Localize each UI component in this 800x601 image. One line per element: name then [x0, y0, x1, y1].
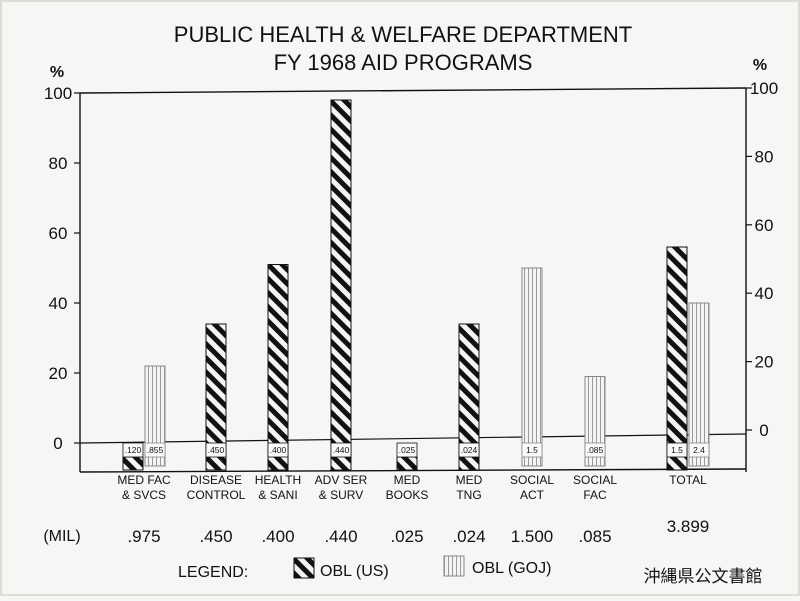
left-tick-label: 80 [49, 154, 68, 173]
mil-value: .025 [390, 527, 423, 546]
right-axis: 0 20 40 60 80 100 [746, 79, 778, 440]
right-axis-unit: % [753, 57, 767, 74]
bar-obl-goj [521, 267, 543, 467]
bar-value-box-us [122, 442, 144, 458]
bar-value-box-goj [521, 442, 543, 458]
legend: LEGEND: OBL (US) OBL (GOJ) [178, 555, 551, 581]
left-tick-label: 20 [49, 364, 68, 383]
bar-value-label-us: .440 [333, 445, 350, 455]
category-label: DISEASE [190, 473, 242, 487]
bar-value-label-goj: .855 [147, 445, 164, 455]
mil-value: .450 [199, 527, 232, 546]
right-tick-label: 0 [759, 421, 768, 440]
left-tick-label: 100 [44, 84, 72, 103]
left-tick-label: 60 [49, 224, 68, 243]
bar-value-box-us [458, 442, 480, 458]
mil-value: 3.899 [667, 517, 710, 536]
bar-value-label-us: .400 [270, 445, 287, 455]
category-label: MED [456, 473, 483, 487]
left-tick-label: 40 [49, 294, 68, 313]
bar-value-box-us [205, 442, 227, 458]
mil-value: .440 [324, 527, 357, 546]
bar-obl-us [458, 323, 480, 471]
category-label: & SVCS [122, 488, 166, 502]
bar-value-box-goj [584, 442, 606, 458]
bar-value-label-goj: 1.5 [526, 445, 538, 455]
bars: .120 .855 .450 .400 .440 .025 .024 1.5 .085 1.5 2.… [122, 99, 710, 471]
bar-value-label-us: .025 [399, 445, 416, 455]
bar-obl-us [396, 456, 418, 471]
category-label: SOCIAL [573, 473, 617, 487]
bar-value-box-us [396, 442, 418, 458]
right-tick-label: 20 [755, 353, 774, 372]
mil-value: .975 [127, 527, 160, 546]
category-label: ACT [520, 488, 545, 502]
bar-value-box-goj [144, 442, 166, 458]
legend-swatch-us [293, 557, 315, 579]
archive-watermark: 沖縄県公文書館 [644, 567, 763, 587]
legend-entry-us: OBL (US) [320, 563, 389, 580]
bar-value-box-us [330, 442, 352, 458]
mil-row-label: (MIL) [43, 528, 80, 545]
right-tick-label: 40 [755, 284, 774, 303]
category-label: FAC [583, 488, 607, 502]
category-label: TOTAL [669, 473, 707, 487]
bar-obl-goj [144, 365, 166, 467]
category-label: ADV SER [315, 473, 368, 487]
chart-title-line-2: FY 1968 AID PROGRAMS [274, 50, 533, 75]
bar-obl-us [330, 99, 352, 471]
left-axis: 0 20 40 60 80 100 [44, 84, 80, 453]
category-label: SOCIAL [510, 473, 554, 487]
category-label: CONTROL [187, 488, 246, 502]
bar-obl-goj [688, 302, 710, 467]
right-tick-label: 100 [750, 79, 778, 98]
category-label: TNG [456, 488, 481, 502]
zero-line [79, 433, 747, 444]
bar-value-label-goj: .085 [587, 445, 604, 455]
mil-value: .024 [452, 527, 485, 546]
bar-value-label-us: .120 [125, 445, 142, 455]
legend-label: LEGEND: [178, 564, 248, 581]
mil-value: 1.500 [511, 527, 554, 546]
bar-obl-us [267, 264, 289, 471]
mil-value: .085 [578, 527, 611, 546]
category-label: HEALTH [255, 473, 301, 487]
mil-value: .400 [261, 527, 294, 546]
left-axis-unit: % [50, 64, 64, 81]
bar-value-box-us [666, 442, 688, 458]
category-label: & SANI [258, 488, 297, 502]
bar-value-box-us [267, 442, 289, 458]
legend-entry-goj: OBL (GOJ) [472, 560, 551, 577]
legend-swatch-goj [443, 555, 465, 577]
bar-value-label-goj: 2.4 [693, 445, 705, 455]
right-tick-label: 60 [755, 216, 774, 235]
bar-obl-us [122, 456, 144, 471]
left-tick-label: 0 [53, 434, 62, 453]
category-label: BOOKS [386, 488, 429, 502]
mil-values: .975 .450 .400 .440 .025 .024 1.500 .085 3.899 [127, 517, 709, 546]
bar-obl-us [205, 323, 227, 471]
category-label: MED FAC [117, 473, 171, 487]
bar-value-box-goj [688, 442, 710, 458]
right-tick-label: 80 [755, 147, 774, 166]
top-border-line [79, 87, 747, 94]
bar-obl-us [666, 246, 688, 471]
bar-value-label-us: .024 [461, 445, 478, 455]
plot-frame [79, 87, 747, 473]
category-label: MED [394, 473, 421, 487]
bar-value-label-us: 1.5 [671, 445, 683, 455]
chart-title-line-1: PUBLIC HEALTH & WELFARE DEPARTMENT [174, 22, 632, 47]
category-label: & SURV [319, 488, 363, 502]
bar-value-label-us: .450 [208, 445, 225, 455]
